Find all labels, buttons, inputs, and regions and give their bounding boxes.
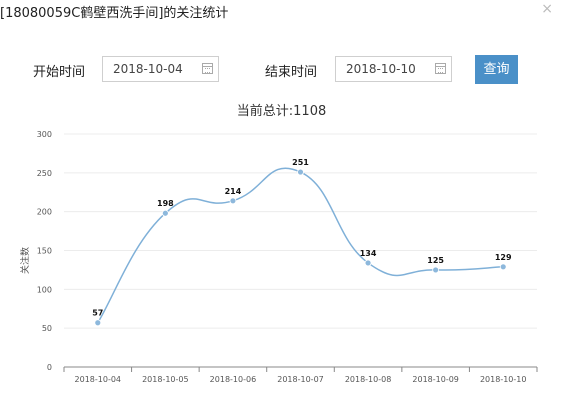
data-label: 125	[427, 256, 444, 265]
x-tick-label: 2018-10-07	[277, 375, 324, 384]
y-axis: 0 50 100 150 200 250 300	[37, 130, 52, 372]
start-date-field[interactable]	[102, 56, 219, 82]
data-label: 214	[225, 187, 242, 196]
y-tick-label: 150	[37, 247, 52, 256]
data-labels: 57 198 214 251 134 125 129	[92, 158, 512, 318]
end-date-label: 结束时间	[265, 65, 318, 80]
y-tick-label: 0	[47, 363, 52, 372]
y-axis-label: 关注数	[19, 247, 31, 274]
data-label: 251	[292, 158, 309, 167]
start-date-label: 开始时间	[33, 65, 86, 80]
y-tick-label: 250	[37, 169, 52, 178]
x-tick-label: 2018-10-08	[345, 375, 392, 384]
y-tick-label: 200	[37, 208, 52, 217]
data-point	[229, 197, 237, 205]
y-tick-label: 300	[37, 130, 52, 139]
data-point	[432, 266, 440, 274]
total-count: 当前总计:1108	[236, 104, 327, 119]
x-tick-label: 2018-10-06	[210, 375, 257, 384]
data-points	[94, 168, 507, 327]
y-tick-label: 100	[37, 285, 52, 294]
x-axis: 2018-10-04 2018-10-05 2018-10-06 2018-10-07…	[63, 366, 538, 384]
x-tick-label: 2018-10-04	[75, 375, 122, 384]
x-tick-label: 2018-10-09	[412, 375, 459, 384]
start-date-input[interactable]	[103, 57, 211, 81]
close-icon[interactable]: ×	[541, 1, 553, 17]
series-line	[97, 167, 504, 324]
calendar-icon[interactable]	[202, 63, 213, 74]
calendar-icon[interactable]	[435, 63, 446, 74]
y-tick-label: 50	[42, 324, 52, 333]
data-label: 57	[92, 309, 103, 318]
end-date-field[interactable]	[335, 56, 452, 82]
x-tick-label: 2018-10-05	[142, 375, 189, 384]
query-button[interactable]: 查询	[475, 55, 518, 84]
dialog-title: [18080059C鹤壁西洗手间]的关注统计	[0, 6, 229, 21]
end-date-input[interactable]	[336, 57, 444, 81]
data-point	[297, 168, 304, 176]
data-label: 129	[495, 253, 512, 262]
x-tick-label: 2018-10-10	[480, 375, 527, 384]
data-point	[161, 209, 169, 217]
data-point	[499, 263, 507, 271]
data-label: 134	[360, 249, 377, 258]
data-point	[364, 259, 372, 267]
data-label: 198	[157, 199, 174, 208]
data-point	[94, 319, 102, 327]
